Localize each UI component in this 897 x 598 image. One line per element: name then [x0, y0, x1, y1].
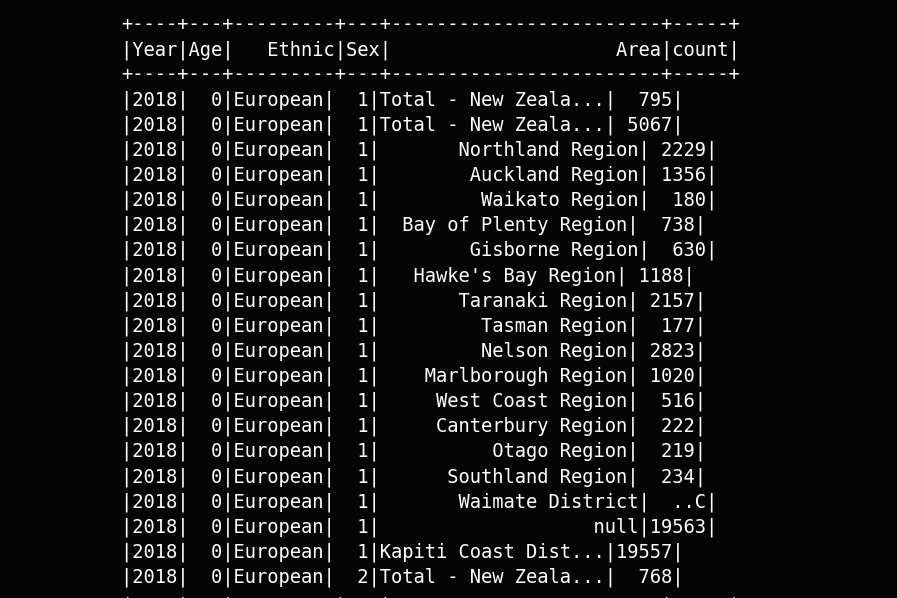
Text: +----+---+---------+---+------------------------+-----+: +----+---+---------+---+----------------…	[121, 65, 740, 84]
Text: |2018|  0|European|  1|       Northland Region| 2229|: |2018| 0|European| 1| Northland Region| …	[121, 141, 718, 160]
Text: |2018|  0|European|  1|         Nelson Region| 2823|: |2018| 0|European| 1| Nelson Region| 282…	[121, 341, 706, 361]
Text: |2018|  0|European|  1|       Waimate District|  ..C|: |2018| 0|European| 1| Waimate District| …	[121, 492, 718, 512]
Text: |2018|  0|European|  1|     West Coast Region|  516|: |2018| 0|European| 1| West Coast Region|…	[121, 392, 706, 411]
Text: |2018|  0|European|  1|    Marlborough Region| 1020|: |2018| 0|European| 1| Marlborough Region…	[121, 367, 706, 386]
Text: |Year|Age|   Ethnic|Sex|                    Area|count|: |Year|Age| Ethnic|Sex| Area|count|	[121, 40, 740, 60]
Text: |2018|  0|European|  1|Total - New Zeala...|  795|: |2018| 0|European| 1|Total - New Zeala..…	[121, 90, 684, 110]
Text: |2018|  0|European|  1|Total - New Zeala...| 5067|: |2018| 0|European| 1|Total - New Zeala..…	[121, 115, 684, 135]
Text: |2018|  0|European|  2|Total - New Zeala...|  768|: |2018| 0|European| 2|Total - New Zeala..…	[121, 568, 684, 587]
Text: |2018|  0|European|  1|          Otago Region|  219|: |2018| 0|European| 1| Otago Region| 219|	[121, 442, 706, 462]
Text: +----+---+---------+---+------------------------+-----+: +----+---+---------+---+----------------…	[121, 15, 740, 34]
Text: |2018|  0|European|  1|   Hawke's Bay Region| 1188|: |2018| 0|European| 1| Hawke's Bay Region…	[121, 266, 695, 286]
Text: |2018|  0|European|  1|Kapiti Coast Dist...|19557|: |2018| 0|European| 1|Kapiti Coast Dist..…	[121, 542, 684, 562]
Text: +----+---+---------+---+------------------------+-----+: +----+---+---------+---+----------------…	[121, 593, 740, 598]
Text: |2018|  0|European|  1|     Canterbury Region|  222|: |2018| 0|European| 1| Canterbury Region|…	[121, 417, 706, 437]
Text: |2018|  0|European|  1|                   null|19563|: |2018| 0|European| 1| null|19563|	[121, 517, 718, 537]
Text: |2018|  0|European|  1|        Auckland Region| 1356|: |2018| 0|European| 1| Auckland Region| 1…	[121, 166, 718, 185]
Text: |2018|  0|European|  1|       Taranaki Region| 2157|: |2018| 0|European| 1| Taranaki Region| 2…	[121, 291, 706, 311]
Text: |2018|  0|European|  1|  Bay of Plenty Region|  738|: |2018| 0|European| 1| Bay of Plenty Regi…	[121, 216, 706, 236]
Text: |2018|  0|European|  1|         Waikato Region|  180|: |2018| 0|European| 1| Waikato Region| 18…	[121, 191, 718, 210]
Text: |2018|  0|European|  1|      Southland Region|  234|: |2018| 0|European| 1| Southland Region| …	[121, 467, 706, 487]
Text: |2018|  0|European|  1|         Tasman Region|  177|: |2018| 0|European| 1| Tasman Region| 177…	[121, 316, 706, 336]
Text: |2018|  0|European|  1|        Gisborne Region|  630|: |2018| 0|European| 1| Gisborne Region| 6…	[121, 241, 718, 261]
